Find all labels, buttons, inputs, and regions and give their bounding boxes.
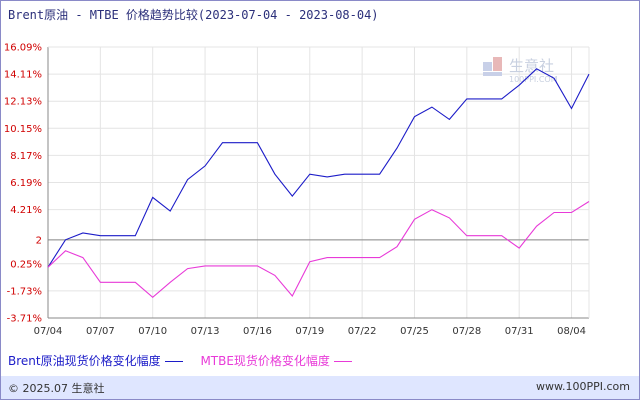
footer-bar [1,376,639,399]
legend-label-mtbe: MTBE现货价格变化幅度 [200,354,330,368]
x-tick-label: 07/13 [191,326,220,337]
chart-title: Brent原油 - MTBE 价格趋势比较(2023-07-04 - 2023-… [8,8,379,22]
x-tick-label: 08/04 [557,326,586,337]
y-tick-label: 0.25% [10,259,42,270]
legend-item-brent: Brent原油现货价格变化幅度 [8,352,183,369]
x-tick-label: 07/16 [243,326,272,337]
x-tick-label: 07/22 [348,326,377,337]
x-tick-label: 07/19 [295,326,324,337]
grid-layer [47,46,589,319]
watermark-url: 100PPI.COM [509,75,558,84]
x-tick-label: 07/28 [452,326,481,337]
legend: Brent原油现货价格变化幅度 MTBE现货价格变化幅度 [8,352,366,369]
x-tick-label: 07/04 [34,326,63,337]
series-line-brent [47,68,590,268]
legend-item-mtbe: MTBE现货价格变化幅度 [200,352,352,369]
y-tick-label: 12.13% [4,97,42,108]
tick-layer: 16.09% 14.11% 12.13% 10.15% 8.17% 6.19% 4.21% 2… [4,43,586,338]
y-tick-label: -1.73% [7,286,42,297]
x-tick-label: 07/10 [138,326,167,337]
y-tick-label: 16.09% [4,43,42,54]
legend-swatch-mtbe [333,361,352,362]
watermark: 生意社 100PPI.COM [483,57,558,84]
y-tick-label: 10.15% [4,124,42,135]
axes-layer [47,46,590,319]
watermark-logo-icon [483,57,502,76]
watermark-brand: 生意社 [509,57,554,75]
footer-link[interactable]: www.100PPI.com [536,380,630,393]
x-tick-label: 07/25 [400,326,429,337]
y-tick-label: -3.71% [7,314,42,325]
y-tick-label: 8.17% [10,151,42,162]
series-line-mtbe [47,201,590,299]
y-tick-label: 6.19% [10,178,42,189]
y-tick-label: 14.11% [4,70,42,81]
x-tick-label: 07/31 [505,326,534,337]
y-tick-label: 4.21% [10,205,42,216]
series-layer [47,68,590,299]
x-tick-label: 07/07 [86,326,115,337]
y-tick-label: 2 [36,235,42,246]
footer-copyright: © 2025.07 生意社 [8,382,105,395]
legend-label-brent: Brent原油现货价格变化幅度 [8,354,161,368]
legend-swatch-brent [164,361,183,362]
